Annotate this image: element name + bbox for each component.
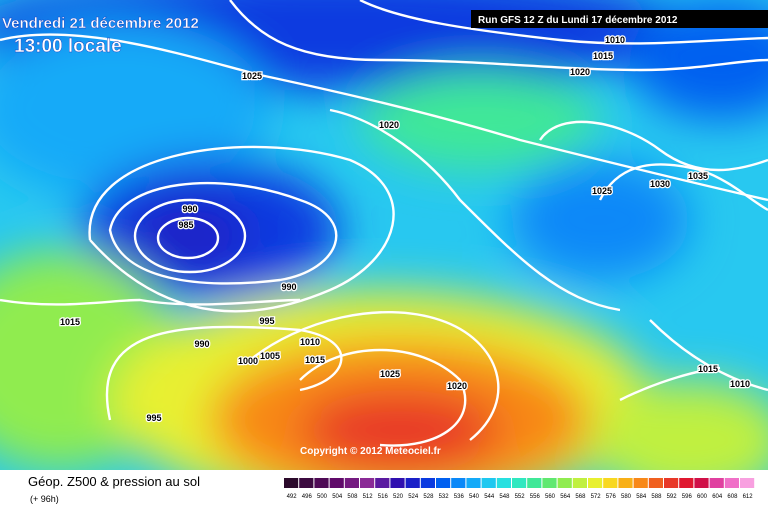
isobar-labels: 1025 102010151010102010251030103599098599… xyxy=(59,34,752,425)
date: Vendredi 21 décembre 2012 xyxy=(2,15,199,32)
isobars xyxy=(0,0,768,447)
isobar-label: 1015 xyxy=(305,355,325,365)
scale-label: 508 xyxy=(347,494,358,500)
isobar-label: 990 xyxy=(194,339,209,349)
scale-label: 596 xyxy=(682,494,693,500)
geopotential-field xyxy=(0,0,768,470)
scale-label: 604 xyxy=(712,494,723,500)
scale-label: 568 xyxy=(575,494,586,500)
scale-swatch xyxy=(694,478,709,488)
run-banner xyxy=(471,10,768,28)
scale-label: 592 xyxy=(667,494,678,500)
scale-label: 512 xyxy=(363,494,374,500)
scale-label: 556 xyxy=(530,494,541,500)
isobar-label: 1020 xyxy=(379,120,399,130)
scale-swatch xyxy=(512,478,527,488)
footer-title: Géop. Z500 & pression au sol xyxy=(28,474,200,489)
isobar-label: 1025 xyxy=(592,186,612,196)
run-info: Run GFS 12 Z du Lundi 17 décembre 2012 xyxy=(478,15,678,26)
color-scale: 492 496 500 504 508 512 516 520 524 528 532 536 540 5… xyxy=(284,478,755,500)
scale-swatch xyxy=(709,478,724,488)
scale-swatch xyxy=(740,478,755,488)
scale-label: 496 xyxy=(302,494,313,500)
scale-swatch xyxy=(603,478,618,488)
isobar-label: 985 xyxy=(178,220,193,230)
isobar-label: 1020 xyxy=(570,67,590,77)
scale-swatch xyxy=(420,478,435,488)
scale-swatch xyxy=(542,478,557,488)
isobar-label: 1015 xyxy=(60,317,80,327)
scale-swatch xyxy=(375,478,390,488)
forecast-lead: (+ 96h) xyxy=(30,494,59,504)
scale-swatch xyxy=(466,478,481,488)
isobar-label: 990 xyxy=(281,282,296,292)
isobar-label: 1010 xyxy=(300,337,320,347)
isobar-label: 995 xyxy=(259,316,274,326)
scale-swatch xyxy=(572,478,587,488)
scale-label: 524 xyxy=(408,494,419,500)
scale-swatch xyxy=(679,478,694,488)
scale-swatch xyxy=(496,478,511,488)
scale-label: 536 xyxy=(454,494,465,500)
scale-swatch xyxy=(588,478,603,488)
isobar-label: 1000 xyxy=(238,356,258,366)
scale-label: 584 xyxy=(636,494,647,500)
scale-swatch xyxy=(299,478,314,488)
isobar-label: 1010 xyxy=(605,35,625,45)
scale-label: 580 xyxy=(621,494,632,500)
scale-label: 500 xyxy=(317,494,328,500)
scale-label: 540 xyxy=(469,494,480,500)
footer: Géop. Z500 & pression au sol (+ 96h) 492… xyxy=(0,470,768,512)
scale-swatch xyxy=(360,478,375,488)
scale-swatch xyxy=(405,478,420,488)
scale-label: 504 xyxy=(332,494,343,500)
scale-swatch xyxy=(618,478,633,488)
isobar-label: 995 xyxy=(146,413,161,423)
scale-label: 612 xyxy=(743,494,754,500)
scale-swatch xyxy=(633,478,648,488)
scale-swatch xyxy=(314,478,329,488)
scale-label: 564 xyxy=(560,494,571,500)
scale-label: 548 xyxy=(499,494,510,500)
isobar-label: 1020 xyxy=(447,381,467,391)
isobar-label: 1005 xyxy=(260,351,280,361)
scale-label: 572 xyxy=(591,494,602,500)
scale-label: 588 xyxy=(651,494,662,500)
isobar-label: 1025 xyxy=(242,71,262,81)
scale-swatch xyxy=(481,478,496,488)
scale-swatch xyxy=(527,478,542,488)
isobar-label: 1030 xyxy=(650,179,670,189)
isobar-label: 1035 xyxy=(688,171,708,181)
isobar-label: 1015 xyxy=(698,364,718,374)
isobar-label: 1015 xyxy=(593,51,613,61)
scale-label: 544 xyxy=(484,494,495,500)
scale-swatch xyxy=(664,478,679,488)
scale-label: 576 xyxy=(606,494,617,500)
scale-label: 560 xyxy=(545,494,556,500)
scale-swatch xyxy=(344,478,359,488)
scale-swatch xyxy=(436,478,451,488)
local-time: 13:00 locale xyxy=(14,36,122,57)
scale-swatch xyxy=(390,478,405,488)
weather-map: 1025 102010151010102010251030103599098599… xyxy=(0,0,768,470)
scale-label: 528 xyxy=(423,494,434,500)
scale-label: 532 xyxy=(439,494,450,500)
scale-label: 552 xyxy=(515,494,526,500)
isobar-label: 1025 xyxy=(380,369,400,379)
scale-swatch xyxy=(284,478,299,488)
scale-swatch xyxy=(648,478,663,488)
copyright: Copyright © 2012 Meteociel.fr xyxy=(300,446,441,457)
scale-label: 600 xyxy=(697,494,708,500)
scale-label: 520 xyxy=(393,494,404,500)
scale-label: 492 xyxy=(287,494,298,500)
scale-label: 516 xyxy=(378,494,389,500)
isobar-label: 1010 xyxy=(730,379,750,389)
scale-swatch xyxy=(329,478,344,488)
scale-swatch xyxy=(451,478,466,488)
isobar-label: 990 xyxy=(182,204,197,214)
scale-swatch xyxy=(724,478,739,488)
scale-label: 608 xyxy=(727,494,738,500)
scale-swatch xyxy=(557,478,572,488)
